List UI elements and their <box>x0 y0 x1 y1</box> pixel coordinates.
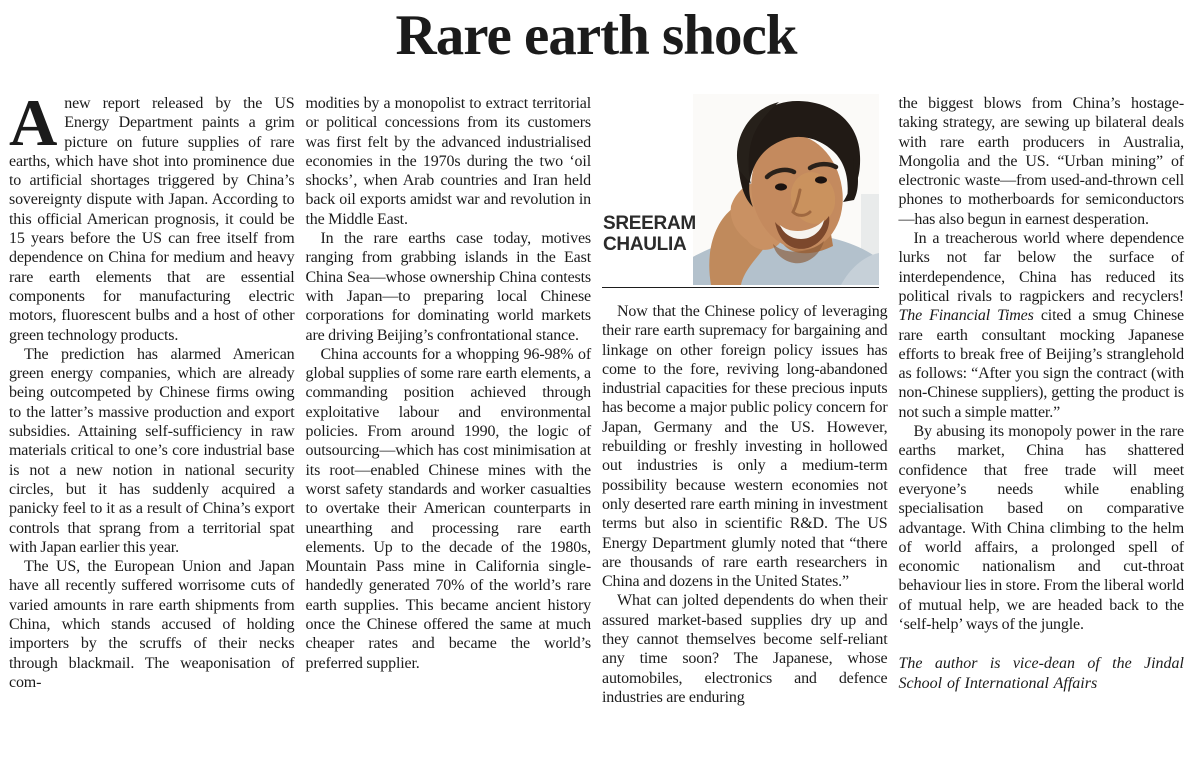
article-headline: Rare earth shock <box>395 4 798 67</box>
paragraph: The prediction has alarmed American gree… <box>9 345 295 556</box>
author-last-name: CHAULIA <box>603 233 687 255</box>
publication-name: The Financial Times <box>898 307 1034 325</box>
drop-cap: A <box>9 86 58 160</box>
paragraph: The US, the European Union and Japan hav… <box>9 558 295 691</box>
paragraph-text: new report released by the US Energy Dep… <box>9 95 295 344</box>
paragraph: the biggest blows from China’s hostage-t… <box>898 95 1185 228</box>
author-photo <box>692 94 879 285</box>
paragraph: Now that the Chinese policy of leveragin… <box>602 303 888 591</box>
paragraph-text: In a treacherous world where dependence … <box>898 230 1185 305</box>
paragraph: What can jolted dependents do when their… <box>602 592 888 706</box>
paragraph: In the rare earths case today, motives r… <box>305 230 592 344</box>
paragraph: modities by a monopolist to extract terr… <box>305 95 592 228</box>
author-bio: The author is vice-dean of the Jindal Sc… <box>898 655 1185 692</box>
column-4: the biggest blows from China’s hostage-t… <box>899 94 1185 707</box>
column-3: SREERAM CHAULIA Now that the Chinese pol… <box>602 94 888 707</box>
author-byline: SREERAM CHAULIA <box>603 213 696 255</box>
paragraph: China accounts for a whopping 96-98% of … <box>305 345 592 672</box>
byline-divider <box>602 287 879 288</box>
author-photo-block: SREERAM CHAULIA <box>602 94 888 285</box>
author-first-name: SREERAM <box>603 213 696 234</box>
paragraph: By abusing its monopoly power in the rar… <box>898 423 1185 634</box>
paragraph-text: cited a smug Chinese rare earth consulta… <box>898 307 1185 421</box>
column-2: modities by a monopolist to extract terr… <box>306 94 592 707</box>
paragraph: In a treacherous world where dependence … <box>899 229 1185 422</box>
